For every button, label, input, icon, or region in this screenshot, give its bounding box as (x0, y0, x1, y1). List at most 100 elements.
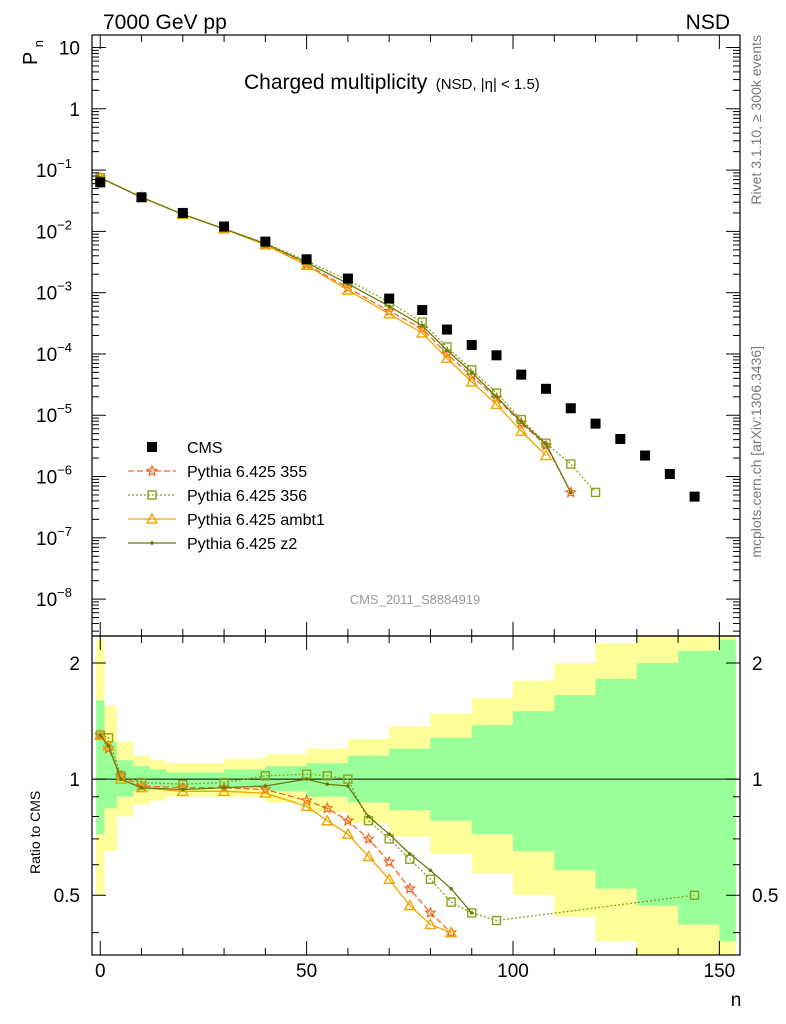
ratio-point (321, 801, 334, 814)
ratio-point (102, 739, 115, 751)
ratio-point (382, 872, 396, 884)
y-tick-label-exp: −8 (57, 585, 72, 600)
data-point (491, 350, 502, 361)
y-tick-label: 10−1 (36, 156, 72, 182)
data-point (516, 369, 527, 380)
ratio-point (449, 886, 453, 891)
data-point (564, 485, 577, 498)
ratio-point (408, 852, 412, 856)
ratio-point (362, 850, 375, 862)
y-tick-label-exp: −6 (57, 463, 72, 478)
data-point (136, 192, 147, 203)
ratio-point (467, 908, 477, 918)
ratio-point (362, 832, 375, 845)
data-point (664, 468, 675, 479)
data-point (440, 351, 454, 363)
y-tick-label: 10 (59, 39, 80, 60)
ratio-frame (91, 635, 741, 956)
ratio-point (325, 782, 330, 787)
data-point (260, 236, 271, 247)
data-point (415, 321, 429, 334)
data-point (300, 258, 313, 270)
legend-label: Pythia 6.425 356 (187, 488, 307, 505)
legend-label: Pythia 6.425 z2 (187, 536, 297, 553)
ratio-point (222, 785, 226, 790)
ratio-tick-label-left: 1 (69, 770, 80, 791)
series-pythia-6-425-355 (94, 171, 577, 498)
data-point (177, 207, 188, 218)
y-tick-label: 10−7 (36, 524, 72, 550)
y-tick-label-base: 10 (36, 590, 57, 611)
ratio-point (444, 926, 458, 938)
data-point (445, 348, 449, 353)
ratio-point (139, 785, 144, 790)
ratio-point (321, 814, 334, 826)
legend-marker (147, 442, 157, 452)
ratio-point (259, 782, 272, 795)
data-point (219, 221, 230, 232)
data-point (568, 490, 573, 495)
ratio-point (341, 827, 355, 839)
data-point (469, 370, 474, 375)
ratio-point (181, 787, 185, 792)
ratio-series-pythia-6-425-z2 (98, 733, 474, 915)
y-axis-label-main-base: P (20, 52, 42, 65)
legend-marker (150, 541, 154, 545)
data-point (615, 433, 626, 444)
legend-marker (145, 512, 159, 524)
y-tick-label-exp: −2 (57, 217, 72, 232)
x-tick-label: 150 (704, 961, 736, 982)
plot-title-main: Charged multiplicity (244, 71, 428, 94)
ratio-point (217, 784, 231, 796)
y-tick-label-base: 10 (36, 161, 57, 182)
ratio-point (689, 890, 700, 900)
ratio-line (99, 734, 473, 914)
series-line (99, 177, 572, 493)
y-tick-label: 10−2 (36, 217, 72, 243)
legend-entry: CMS (147, 440, 223, 457)
y-tick-label-exp: −5 (57, 401, 72, 416)
x-tick-label: 100 (497, 961, 529, 982)
plot-title: Charged multiplicity (NSD, |η| < 1.5) (244, 71, 540, 94)
data-point (465, 375, 478, 387)
ratio-tick-label-right: 1 (752, 770, 763, 791)
data-point (515, 424, 528, 436)
ratio-point (114, 772, 128, 784)
y-tick-label-base: 10 (36, 222, 57, 243)
ratio-tick-label-right: 2 (752, 654, 763, 675)
series-line (99, 177, 572, 493)
ratio-series-pythia-6-425-ambt1 (94, 728, 458, 938)
data-point (417, 305, 428, 316)
data-point (689, 491, 700, 502)
series-pythia-6-425-z2 (98, 175, 573, 495)
energy-label: 7000 GeV pp (103, 11, 227, 34)
legend-label: CMS (187, 440, 223, 457)
y-tick-label-exp: −3 (57, 279, 72, 294)
ratio-point (263, 784, 268, 788)
data-point (466, 339, 477, 350)
data-point (539, 449, 553, 461)
data-point (640, 450, 651, 461)
side-label-bottom: mcplots.cern.ch [arXiv:1306.3436] (748, 346, 764, 558)
x-axis-ticks: 0 50 100 150 (95, 35, 735, 982)
ratio-point (424, 906, 437, 919)
data-point (342, 273, 353, 284)
data-point (519, 420, 524, 424)
y-tick-label-base: 10 (36, 345, 57, 366)
data-point (384, 293, 395, 304)
data-point (590, 418, 601, 429)
data-marks (92, 171, 740, 938)
data-point (416, 326, 429, 338)
y-axis-label-main-sub: n (31, 40, 46, 47)
ratio-point (346, 784, 350, 788)
ratio-point (382, 855, 396, 868)
ratio-bands (96, 636, 736, 955)
legend-entry: Pythia 6.425 356 (128, 488, 307, 505)
data-point (541, 438, 551, 448)
series-cms (95, 177, 700, 502)
ratio-tick-label-left: 0.5 (54, 886, 80, 907)
data-point (341, 283, 355, 295)
band-inner (96, 639, 736, 942)
side-label-top: Rivet 3.1.10, ≥ 300k events (748, 35, 764, 205)
